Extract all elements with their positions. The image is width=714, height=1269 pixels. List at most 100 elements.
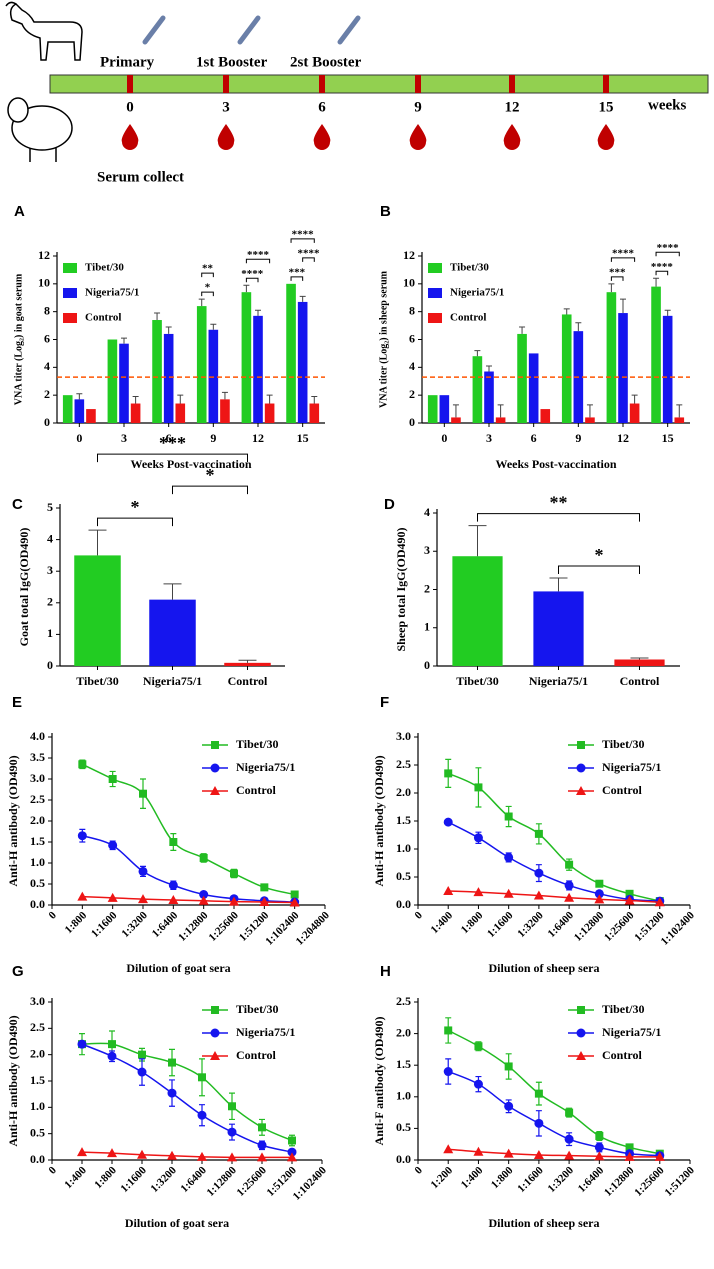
error-bar: [474, 350, 481, 357]
marker: [258, 1123, 266, 1132]
x-tick-label: 1:3200: [515, 909, 546, 940]
marker: [211, 1006, 219, 1014]
sheep-icon: [7, 97, 73, 162]
x-tick-label: 15: [662, 431, 674, 445]
marker: [443, 817, 453, 827]
x-tick-label: 6: [166, 431, 172, 445]
bar: [472, 356, 483, 423]
marker: [625, 1143, 634, 1152]
error-bar: [165, 326, 172, 334]
bar: [309, 403, 320, 423]
blood-drop: [409, 124, 427, 150]
legend-label: Nigeria75/1: [85, 287, 139, 299]
x-tick-label: 1:204800: [294, 909, 333, 948]
y-tick-label: 0.5: [396, 869, 411, 883]
marker: [139, 789, 147, 798]
y-tick-label: 0.0: [396, 897, 411, 911]
error-bar: [243, 284, 250, 293]
y-tick-label: 2.5: [30, 792, 45, 806]
x-tick-label: Control: [228, 674, 268, 688]
y-tick-label: 2.5: [30, 1020, 45, 1034]
error-bar: [630, 657, 649, 660]
y-tick-label: 1.5: [30, 1073, 45, 1087]
vaccination-label: Primary: [100, 54, 155, 70]
significance-label: *: [595, 545, 604, 565]
error-bar: [154, 312, 161, 321]
legend-label: Tibet/30: [450, 262, 489, 274]
significance-label: **: [550, 493, 568, 513]
significance-label: *: [131, 497, 140, 517]
legend-label: Control: [602, 1048, 642, 1062]
marker: [167, 1088, 177, 1098]
vaccination-label: 1st Booster: [196, 54, 268, 70]
legend-label: Nigeria75/1: [602, 1025, 661, 1039]
y-tick-label: 1.0: [30, 855, 45, 869]
significance-bracket: [655, 251, 680, 257]
marker: [199, 890, 209, 899]
y-tick-label: 0: [44, 415, 50, 429]
x-tick-label: Nigeria75/1: [143, 674, 202, 688]
x-tick-label: 1:25600: [602, 909, 637, 944]
marker: [198, 1073, 206, 1082]
error-bar: [198, 298, 205, 307]
y-axis-label: Anti-H antibody (OD490): [6, 1015, 20, 1146]
marker: [576, 1051, 586, 1060]
marker: [564, 1150, 575, 1160]
marker: [287, 1152, 297, 1162]
significance-bracket: [302, 257, 315, 262]
bar: [674, 417, 685, 423]
legend-swatch: [428, 263, 442, 273]
x-tick-label: 3: [121, 431, 127, 445]
error-bar: [519, 326, 526, 334]
significance-label: *: [205, 282, 211, 294]
x-tick-label: 1:3200: [148, 1164, 179, 1195]
blood-drop: [313, 124, 331, 150]
bar: [533, 591, 584, 666]
y-tick-label: 3: [47, 563, 53, 577]
bar: [452, 556, 503, 666]
marker: [210, 1028, 220, 1038]
bar: [286, 283, 296, 423]
error-bar: [88, 529, 107, 556]
y-axis-label: Anti-H antibody (OD490): [6, 755, 20, 886]
y-tick-label: 1: [47, 626, 53, 640]
panel-letter: H: [380, 963, 391, 980]
marker: [595, 1131, 604, 1140]
marker: [228, 1102, 236, 1111]
significance-label: **: [202, 263, 214, 275]
x-tick-label: 1:12800: [204, 1164, 239, 1199]
marker: [625, 889, 634, 898]
marker: [138, 1050, 146, 1059]
y-tick-label: 1.0: [396, 1089, 411, 1103]
marker: [77, 831, 87, 841]
bar: [528, 353, 539, 423]
x-tick-label: 1:25600: [206, 909, 241, 944]
marker: [534, 868, 544, 878]
week-marker: [127, 75, 133, 93]
blood-drop: [217, 124, 235, 150]
marker: [565, 860, 574, 869]
marker: [230, 869, 238, 878]
marker: [210, 1051, 220, 1060]
blood-drop: [121, 124, 139, 150]
marker: [108, 775, 117, 783]
y-axis-label: VNA titer (Log₂) in sheep serum: [378, 270, 389, 408]
x-tick-label: 0: [413, 909, 426, 922]
bar: [74, 555, 121, 666]
significance-bracket: [655, 270, 669, 276]
significance-label: ****: [297, 247, 320, 259]
error-bar: [676, 404, 683, 418]
marker: [78, 760, 87, 769]
bar: [86, 409, 96, 423]
bar: [651, 286, 661, 423]
marker: [444, 769, 453, 778]
marker: [473, 1146, 484, 1156]
bar: [451, 417, 461, 423]
bar: [629, 403, 640, 423]
marker: [108, 840, 118, 850]
y-tick-label: 0.5: [396, 1120, 411, 1134]
y-tick-label: 4: [47, 531, 53, 545]
legend-label: Control: [450, 312, 486, 324]
legend-label: Control: [236, 783, 276, 797]
x-axis-label: Dilution of goat sera: [125, 1216, 229, 1230]
